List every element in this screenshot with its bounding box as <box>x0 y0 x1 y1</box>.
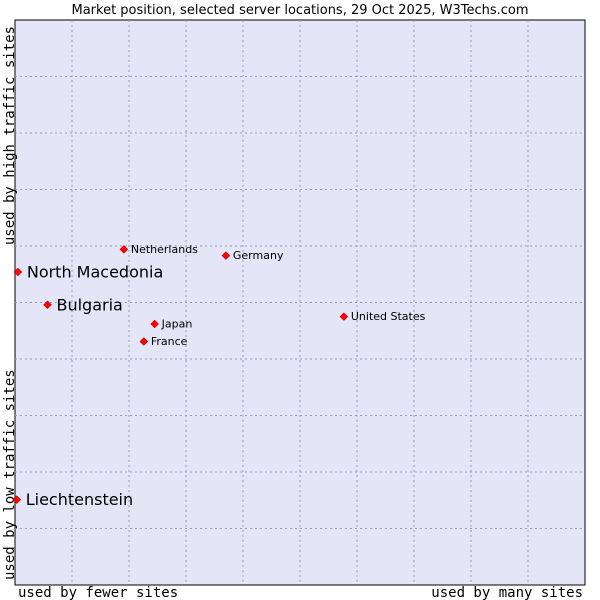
data-point-liechtenstein <box>12 495 22 505</box>
chart-title: Market position, selected server locatio… <box>71 3 528 18</box>
data-label-united-states: United States <box>351 310 426 323</box>
data-point-france <box>139 337 149 346</box>
y-axis-label-bottom: used by low traffic sites <box>2 369 18 580</box>
x-axis-label-left: used by fewer sites <box>18 585 178 600</box>
data-label-liechtenstein: Liechtenstein <box>26 490 133 509</box>
data-label-germany: Germany <box>233 249 284 262</box>
data-point-netherlands <box>119 245 129 254</box>
y-axis-label-top: used by high traffic sites <box>2 26 18 245</box>
data-point-united-states <box>339 312 349 321</box>
data-label-france: France <box>151 335 188 348</box>
data-point-germany <box>221 251 231 260</box>
data-label-japan: Japan <box>161 317 193 330</box>
x-axis-label-right: used by many sites <box>431 585 583 600</box>
data-label-north-macedonia: North Macedonia <box>27 262 163 281</box>
data-label-netherlands: Netherlands <box>131 243 198 256</box>
data-point-japan <box>150 319 160 329</box>
data-points: Netherlands Germany North Macedonia Bulgari… <box>12 243 426 509</box>
data-point-north-macedonia <box>13 267 23 277</box>
grid <box>15 20 585 585</box>
data-point-bulgaria <box>43 300 52 310</box>
data-label-bulgaria: Bulgaria <box>56 295 122 314</box>
